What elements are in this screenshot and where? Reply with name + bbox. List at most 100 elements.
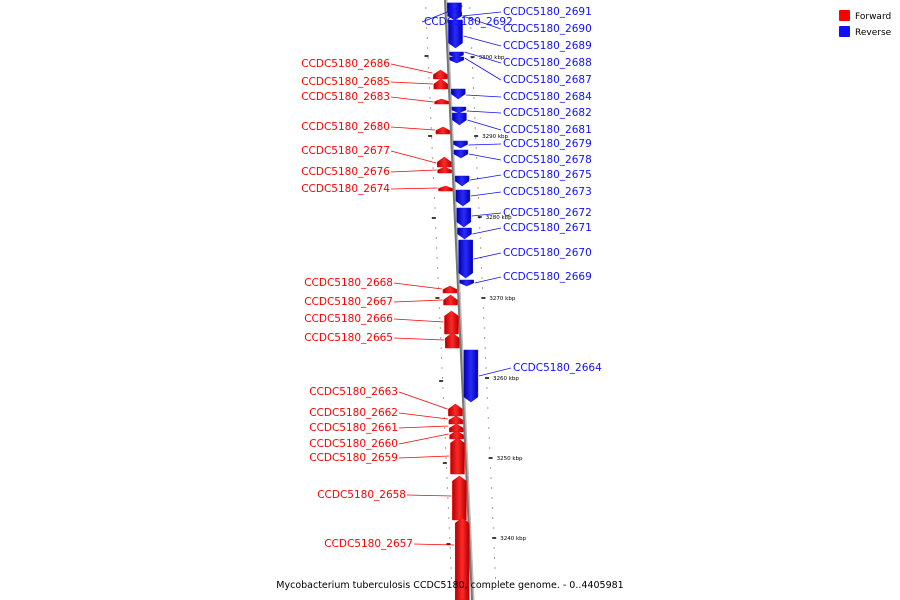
tick-label: 3240 kbp — [500, 536, 526, 542]
gene-label: CCDC5180_2662 — [309, 407, 398, 419]
gene-leader-line — [468, 143, 502, 146]
backbone — [444, 0, 475, 600]
ruler-ticks: 3300 kbp 3290 kbp 3280 kbp 3270 kbp 3260 kbp… — [424, 7, 527, 579]
gene-arrow-reverse — [452, 112, 467, 126]
gene-leader-line — [390, 150, 437, 164]
gene-leader-line — [466, 110, 502, 114]
gene-arrow-forward — [435, 126, 451, 135]
tick-label: 3300 kbp — [479, 55, 505, 61]
gene-leader-line — [390, 63, 433, 74]
gene-arrow-forward — [437, 156, 452, 168]
gene-leader-line — [463, 35, 502, 47]
gene-leader-line — [398, 433, 449, 445]
gene-leader-line — [393, 299, 443, 303]
gene-leader-line — [413, 543, 455, 546]
gene-leader-line — [468, 153, 502, 161]
gene-leader-line — [390, 81, 433, 85]
gene-label: CCDC5180_2670 — [503, 247, 592, 259]
gene-label: CCDC5180_2685 — [301, 76, 390, 88]
gene-leader-line — [470, 191, 502, 197]
gene-arrow-forward — [433, 78, 449, 90]
gene-arrow-forward — [443, 294, 458, 306]
legend: Forward Reverse — [839, 10, 892, 38]
gene-arrow-reverse — [456, 207, 472, 228]
gene-leader-line — [478, 367, 512, 377]
gene-label: CCDC5180_2683 — [301, 91, 390, 103]
gene-label: CCDC5180_2676 — [301, 166, 390, 178]
gene-arrow-forward — [448, 415, 464, 425]
gene-arrow-reverse — [453, 149, 469, 159]
tick-label: 3250 kbp — [497, 456, 523, 462]
gene-label: CCDC5180_2684 — [503, 91, 592, 103]
gene-leader-line — [467, 119, 502, 131]
gene-label: CCDC5180_2659 — [309, 452, 398, 464]
gene-arrow-forward — [448, 403, 463, 417]
gene-track — [433, 2, 479, 600]
gene-label: CCDC5180_2692 — [424, 16, 513, 28]
gene-label: CCDC5180_2688 — [503, 57, 592, 69]
legend-swatch-reverse — [839, 26, 850, 37]
gene-label: CCDC5180_2689 — [503, 40, 592, 52]
gene-label: CCDC5180_2660 — [309, 438, 398, 450]
tick-label: 3270 kbp — [489, 296, 515, 302]
gene-label: CCDC5180_2691 — [503, 6, 592, 18]
gene-leader-line — [464, 57, 502, 81]
gene-leader-line — [464, 51, 502, 64]
gene-leader-line — [471, 212, 502, 217]
legend-swatch-forward — [839, 10, 850, 21]
gene-leader-line — [398, 425, 449, 429]
gene-arrow-forward — [449, 430, 464, 440]
gene-label: CCDC5180_2667 — [304, 296, 393, 308]
gene-label: CCDC5180_2665 — [304, 332, 393, 344]
gene-leader-line — [462, 15, 502, 30]
gene-leader-line — [390, 169, 437, 173]
gene-arrow-forward — [442, 285, 458, 294]
gene-leader-line — [390, 96, 434, 103]
gene-arrow-forward — [433, 69, 448, 80]
gene-arrow-forward — [438, 185, 453, 192]
gene-label: CCDC5180_2686 — [301, 58, 390, 70]
gene-label: CCDC5180_2680 — [301, 121, 390, 133]
gene-label: CCDC5180_2661 — [309, 422, 398, 434]
gene-arrow-reverse — [457, 227, 472, 240]
gene-label: CCDC5180_2658 — [317, 489, 406, 501]
gene-label: CCDC5180_2669 — [503, 271, 592, 283]
gene-label: CCDC5180_2690 — [503, 23, 592, 35]
gene-label: CCDC5180_2657 — [324, 538, 413, 550]
gene-leader-line — [393, 282, 443, 290]
gene-label: CCDC5180_2681 — [503, 124, 592, 136]
gene-arrow-forward — [445, 332, 460, 349]
gene-arrow-reverse — [447, 11, 462, 21]
gene-label: CCDC5180_2668 — [304, 277, 393, 289]
gene-leader-line — [390, 187, 438, 190]
gene-label: CCDC5180_2673 — [503, 186, 592, 198]
gene-leader-line — [466, 94, 502, 98]
gene-arrow-reverse — [449, 56, 464, 64]
tick-label: 3280 kbp — [486, 215, 512, 221]
gene-arrow-reverse — [453, 140, 468, 149]
gene-leader-line — [398, 412, 448, 420]
gene-arrow-forward — [454, 517, 470, 600]
gene-leader-line — [393, 337, 445, 341]
gene-leader-line — [472, 227, 502, 235]
tick-label: 3290 kbp — [482, 134, 508, 140]
gene-label: CCDC5180_2671 — [503, 222, 592, 234]
gene-label: CCDC5180_2682 — [503, 107, 592, 119]
gene-arrow-forward — [449, 423, 464, 433]
gene-arrow-reverse — [454, 175, 470, 187]
gene-label: CCDC5180_2679 — [503, 138, 592, 150]
gene-arrow-reverse — [463, 349, 479, 403]
gene-leader-line — [398, 391, 448, 410]
gene-arrow-reverse — [450, 88, 466, 100]
gene-label: CCDC5180_2672 — [503, 207, 592, 219]
gene-arrow-forward — [452, 475, 467, 521]
gene-arrow-reverse — [448, 19, 463, 49]
legend-label-reverse: Reverse — [855, 28, 892, 38]
gene-leader-line — [421, 5, 463, 23]
gene-label: CCDC5180_2687 — [503, 74, 592, 86]
genome-caption: Mycobacterium tuberculosis CCDC5180, com… — [276, 580, 623, 591]
gene-arrow-reverse — [455, 189, 471, 207]
gene-leader-line — [470, 174, 502, 181]
